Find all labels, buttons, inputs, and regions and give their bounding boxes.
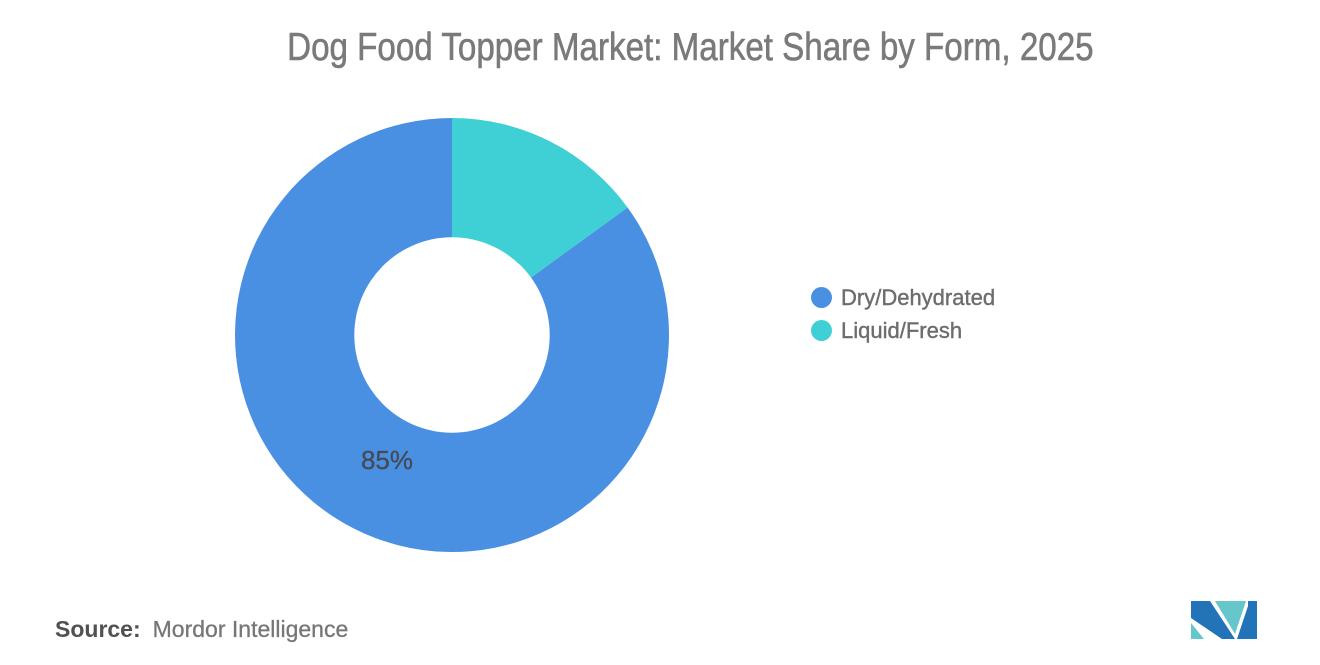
donut-hole [354, 237, 550, 433]
source-line: Source: Mordor Intelligence [55, 616, 349, 642]
legend: Dry/Dehydrated Liquid/Fresh [811, 285, 996, 343]
page-title: Dog Food Topper Market: Market Share by … [60, 26, 1320, 70]
mordor-intelligence-logo-icon [1191, 601, 1257, 639]
legend-label-liquid-fresh: Liquid/Fresh [841, 318, 963, 343]
page-title-text: Dog Food Topper Market: Market Share by … [286, 26, 1094, 70]
logo-bottom-left-triangle [1191, 623, 1204, 639]
legend-label-dry-dehydrated: Dry/Dehydrated [841, 285, 996, 310]
donut-chart-area [235, 118, 669, 552]
legend-item-liquid-fresh: Liquid/Fresh [811, 318, 995, 343]
source-name: Mordor Intelligence [152, 616, 349, 642]
data-label-dry-dehydrated: 85% [360, 445, 414, 475]
legend-swatch-liquid-fresh [811, 320, 832, 341]
mordor-intelligence-logo [1191, 601, 1257, 639]
donut-chart [235, 118, 669, 552]
logo-left-diagonal-shape [1191, 601, 1235, 639]
logo-top-middle-triangle [1215, 601, 1246, 634]
logo-right-bar-shape [1237, 601, 1257, 639]
legend-item-dry-dehydrated: Dry/Dehydrated [811, 285, 996, 310]
source-prefix: Source: [55, 616, 141, 642]
legend-swatch-dry-dehydrated [811, 287, 832, 308]
